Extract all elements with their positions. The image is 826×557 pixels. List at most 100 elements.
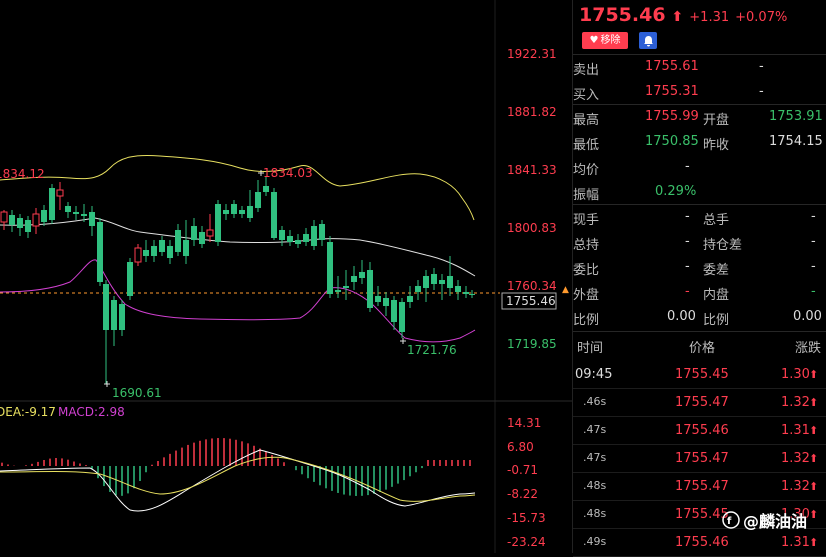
tick-time: .49s — [583, 535, 607, 548]
tick-price: 1755.47 — [675, 479, 729, 494]
arrow-up-icon: ⬆ — [809, 396, 819, 409]
ask-volume: - — [759, 59, 764, 74]
candle-body — [343, 286, 349, 288]
candle-body — [81, 214, 87, 216]
macd-dea-label: DEA:-9.17 — [0, 405, 56, 419]
candle-body — [447, 276, 453, 288]
ratio-value-2: 0.00 — [793, 309, 822, 324]
tick-row[interactable]: .46s 1755.47 1.32 ⬆ — [573, 389, 826, 417]
tick-time: .47s — [583, 423, 607, 436]
ratio-value-1: 0.00 — [667, 309, 696, 324]
candle-body — [56, 189, 64, 197]
price-chart[interactable]: 1922.31 1881.82 1841.33 1800.83 1760.34 … — [0, 0, 572, 553]
tick-price: 1755.47 — [675, 451, 729, 466]
candle-body — [335, 290, 341, 292]
candle-body — [469, 294, 475, 295]
tick-price: 1755.45 — [675, 507, 729, 522]
price-axis-label: 1922.31 — [507, 47, 557, 61]
candle-body — [271, 192, 277, 238]
bid-label: 买入 — [573, 88, 600, 103]
candle-body — [279, 230, 285, 240]
tick-row[interactable]: .48s 1755.47 1.32 ⬆ — [573, 473, 826, 501]
candle-body — [431, 274, 437, 284]
candle-body — [143, 250, 149, 256]
candle-body — [295, 240, 301, 244]
quote-panel: 1755.46 ⬆ +1.31 +0.07% ♥ 移除 卖出 1755.61 -… — [572, 0, 826, 557]
candle-body — [223, 210, 229, 214]
candle-body — [103, 284, 109, 330]
tick-time: .48s — [583, 479, 607, 492]
last-price: 1755.46 — [579, 4, 666, 26]
ratio-label-1: 比例 — [573, 313, 600, 328]
candle-body — [439, 280, 445, 284]
stat-row-ratio: 比例 0.00 比例 0.00 — [573, 305, 826, 330]
macd-value-label: MACD:2.98 — [58, 405, 125, 419]
candle-body — [247, 206, 253, 218]
stat-row-disk: 外盘 - 内盘 - — [573, 280, 826, 305]
open-value: 1753.91 — [769, 109, 823, 124]
tick-price: 1755.46 — [675, 423, 729, 438]
tick-change: 1.30 — [781, 507, 810, 522]
remove-watchlist-button[interactable]: ♥ 移除 — [582, 32, 628, 49]
candle-body — [65, 206, 71, 212]
tick-header-price: 价格 — [689, 341, 716, 356]
candle-body — [287, 236, 293, 242]
alert-button[interactable] — [639, 32, 657, 49]
candle-body — [0, 211, 8, 223]
change-value: +1.31 — [689, 10, 730, 25]
candle-body — [263, 186, 269, 192]
candle-body — [215, 204, 221, 242]
current-price-tag-box — [501, 292, 557, 310]
tick-change: 1.32 — [781, 395, 810, 410]
macd-dea-line — [0, 456, 476, 502]
candle-body — [191, 226, 197, 240]
arrow-up-icon: ⬆ — [809, 480, 819, 493]
total-hand-value: - — [811, 209, 816, 224]
candle-body — [32, 213, 40, 227]
price-axis-label: 1800.83 — [507, 221, 557, 235]
now-hand-label: 现手 — [573, 213, 600, 228]
candle-body — [73, 212, 79, 214]
tick-change: 1.32 — [781, 479, 810, 494]
candle-body — [111, 300, 117, 330]
candlestick-series — [0, 176, 475, 384]
arrow-up-icon: ⬆ — [809, 368, 819, 381]
candle-body — [206, 229, 214, 237]
candle-body — [41, 210, 47, 222]
price-axis-label: 1881.82 — [507, 105, 557, 119]
candle-body — [199, 232, 205, 244]
prev-close-value: 1754.15 — [769, 134, 823, 149]
bid-price: 1755.31 — [645, 84, 699, 99]
tick-row[interactable]: .47s 1755.47 1.32 ⬆ — [573, 445, 826, 473]
candle-body — [159, 240, 165, 252]
avg-label: 均价 — [573, 163, 600, 178]
candle-body — [231, 204, 237, 214]
macd-axis-label: 6.80 — [507, 440, 534, 454]
bid-volume: - — [759, 84, 764, 99]
tick-row[interactable]: .47s 1755.46 1.31 ⬆ — [573, 417, 826, 445]
tick-time: .47s — [583, 451, 607, 464]
inner-disk-value: - — [811, 284, 816, 299]
arrow-up-icon: ⬆ — [809, 424, 819, 437]
tick-row[interactable]: 09:45 1755.45 1.30 ⬆ — [573, 361, 826, 389]
macd-axis-label: -8.22 — [507, 487, 538, 501]
wei-bi-label: 委比 — [573, 263, 600, 278]
weibo-logo-icon: f — [722, 511, 740, 529]
arrow-up-icon: ⬆ — [809, 452, 819, 465]
stat-row-hand: 现手 - 总手 - — [573, 205, 826, 230]
watermark: f @麟油油 — [722, 508, 807, 532]
tick-price: 1755.46 — [675, 535, 729, 550]
avg-value: - — [685, 159, 690, 174]
candle-body — [134, 247, 142, 263]
stat-row-hold: 总持 - 持仓差 - — [573, 230, 826, 255]
macd-axis-label: -15.73 — [507, 511, 546, 525]
candle-body — [319, 224, 325, 240]
candle-body — [175, 230, 181, 252]
stat-row-wei: 委比 - 委差 - — [573, 255, 826, 280]
bid-row: 买入 1755.31 - — [573, 80, 826, 105]
tick-row[interactable]: .48s 1755.45 1.30 ⬆ — [573, 501, 826, 529]
annotation-low-left: 1690.61 — [112, 386, 162, 400]
prev-close-label: 昨收 — [703, 138, 730, 153]
candle-body — [17, 218, 23, 228]
watermark-text: @麟油油 — [743, 512, 808, 531]
